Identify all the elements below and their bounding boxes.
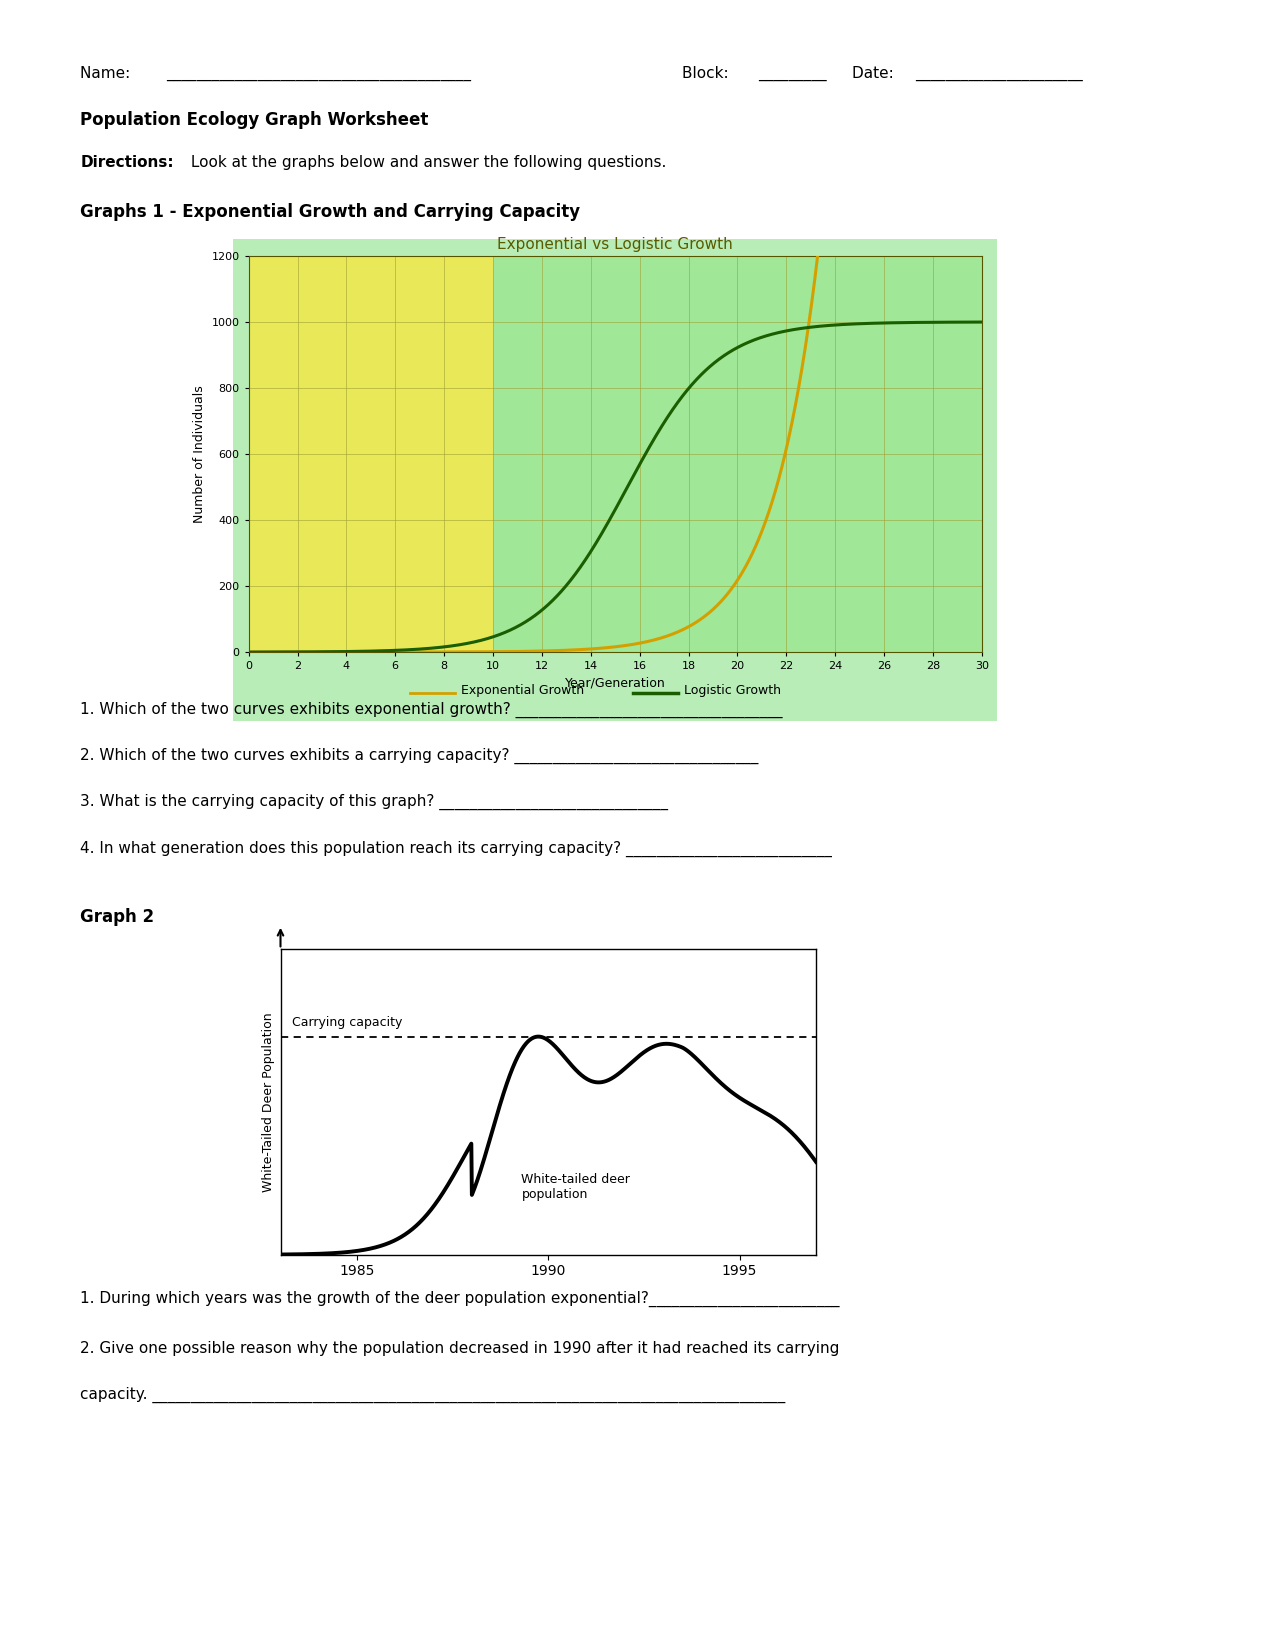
Text: Exponential Growth: Exponential Growth xyxy=(460,684,584,697)
Text: capacity. ______________________________________________________________________: capacity. ______________________________… xyxy=(80,1387,785,1403)
Y-axis label: White-Tailed Deer Population: White-Tailed Deer Population xyxy=(261,1012,275,1192)
Text: _________: _________ xyxy=(759,66,827,81)
X-axis label: Year/Generation: Year/Generation xyxy=(565,677,666,690)
Y-axis label: Number of Individuals: Number of Individuals xyxy=(193,385,207,523)
Text: 1. During which years was the growth of the deer population exponential?________: 1. During which years was the growth of … xyxy=(80,1291,840,1308)
Text: ______________________: ______________________ xyxy=(915,66,1084,81)
Text: 2. Which of the two curves exhibits a carrying capacity? _______________________: 2. Which of the two curves exhibits a ca… xyxy=(80,748,759,764)
Text: Carrying capacity: Carrying capacity xyxy=(292,1017,403,1029)
Text: Logistic Growth: Logistic Growth xyxy=(683,684,782,697)
Text: Graph 2: Graph 2 xyxy=(80,908,154,926)
Text: 1. Which of the two curves exhibits exponential growth? ________________________: 1. Which of the two curves exhibits expo… xyxy=(80,702,783,718)
Title: Exponential vs Logistic Growth: Exponential vs Logistic Growth xyxy=(497,238,733,253)
Text: Look at the graphs below and answer the following questions.: Look at the graphs below and answer the … xyxy=(186,155,667,170)
Text: 2. Give one possible reason why the population decreased in 1990 after it had re: 2. Give one possible reason why the popu… xyxy=(80,1341,840,1355)
Text: 3. What is the carrying capacity of this graph? ______________________________: 3. What is the carrying capacity of this… xyxy=(80,794,668,811)
Text: Date:: Date: xyxy=(852,66,899,81)
Text: 4. In what generation does this population reach its carrying capacity? ________: 4. In what generation does this populati… xyxy=(80,840,833,857)
Bar xyxy=(249,256,493,652)
Text: Directions:: Directions: xyxy=(80,155,173,170)
Text: ________________________________________: ________________________________________ xyxy=(166,66,470,81)
Bar xyxy=(493,256,982,652)
Text: Population Ecology Graph Worksheet: Population Ecology Graph Worksheet xyxy=(80,111,428,129)
Text: Block:: Block: xyxy=(682,66,733,81)
Text: Name:: Name: xyxy=(80,66,135,81)
Text: White-tailed deer
population: White-tailed deer population xyxy=(521,1174,630,1202)
Text: Graphs 1 - Exponential Growth and Carrying Capacity: Graphs 1 - Exponential Growth and Carryi… xyxy=(80,203,580,221)
